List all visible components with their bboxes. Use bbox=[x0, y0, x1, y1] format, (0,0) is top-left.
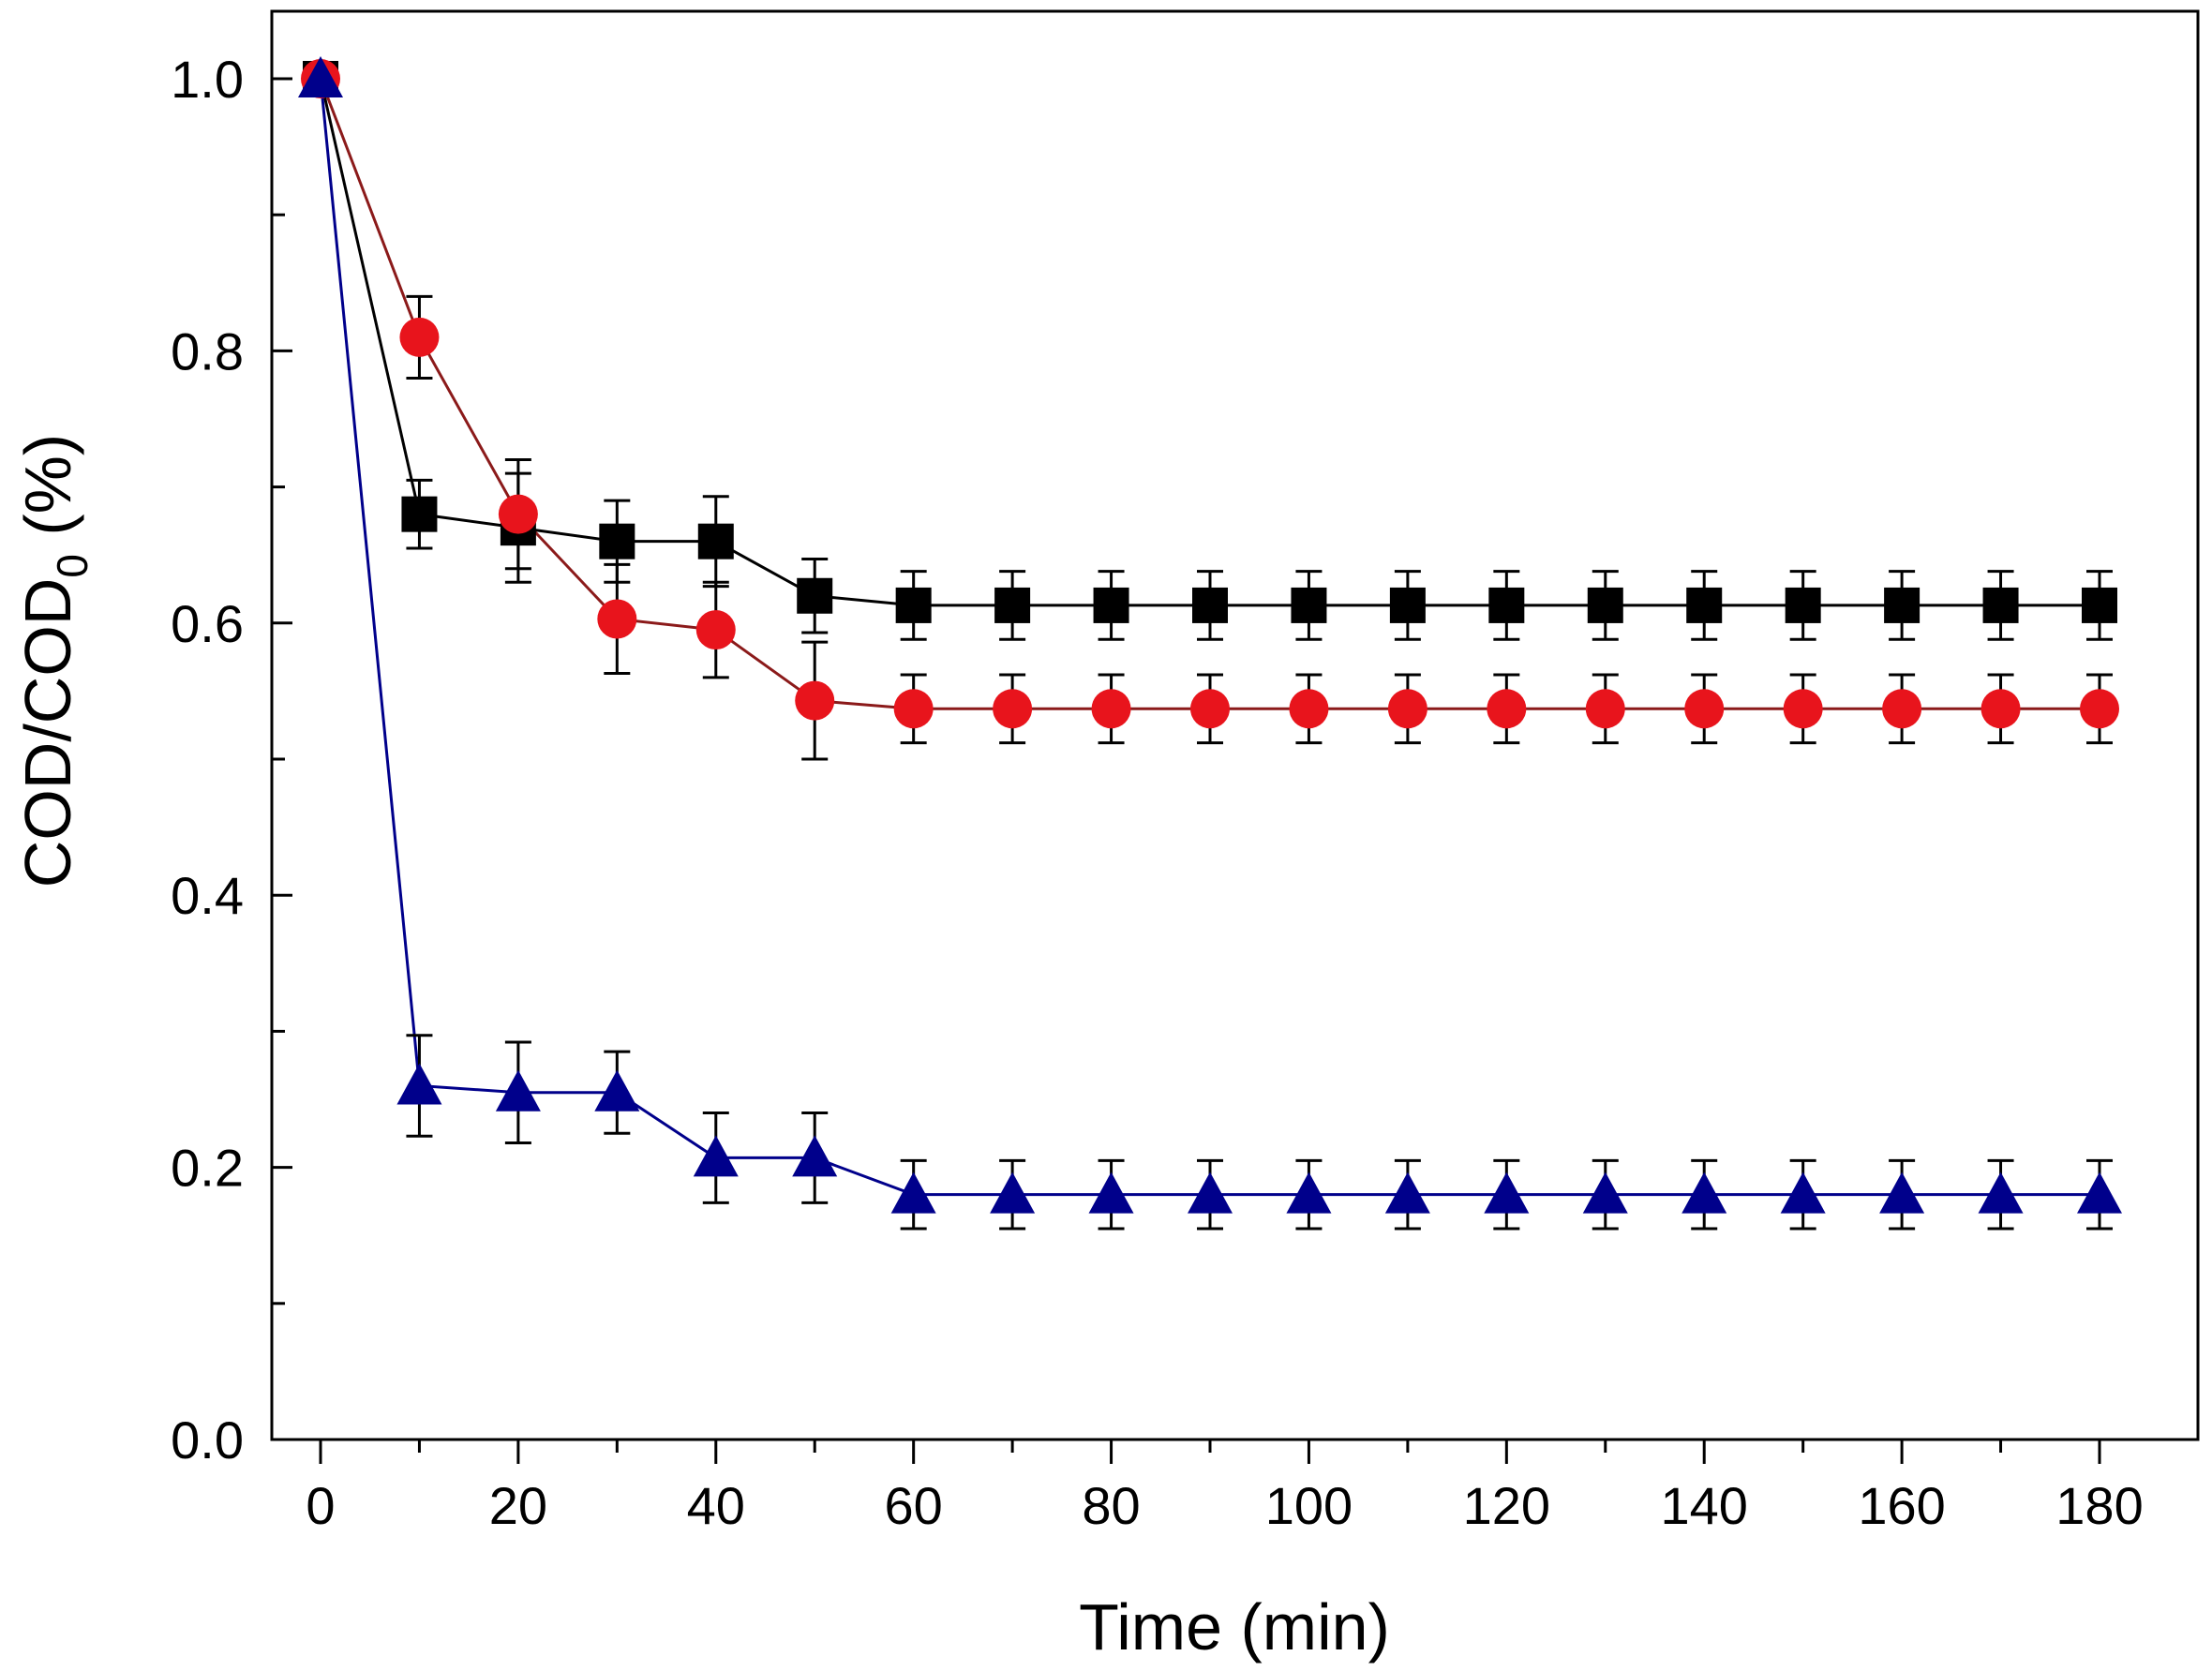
data-point-square bbox=[797, 577, 833, 614]
x-tick-label: 100 bbox=[1265, 1476, 1353, 1535]
data-point-triangle bbox=[2077, 1171, 2122, 1214]
data-point-square bbox=[895, 587, 932, 623]
data-point-circle bbox=[1387, 689, 1427, 729]
data-point-circle bbox=[2080, 689, 2119, 729]
x-tick-label: 0 bbox=[306, 1476, 335, 1535]
data-point-circle bbox=[1980, 689, 2021, 729]
x-tick-label: 120 bbox=[1463, 1476, 1550, 1535]
data-point-triangle bbox=[1384, 1171, 1430, 1214]
x-tick-label: 160 bbox=[1858, 1476, 1945, 1535]
data-point-triangle bbox=[890, 1171, 936, 1214]
data-markers bbox=[298, 56, 2122, 1214]
x-tick-label: 20 bbox=[489, 1476, 547, 1535]
error-bars bbox=[406, 294, 2113, 1231]
data-point-square bbox=[599, 523, 635, 559]
x-tick-label: 80 bbox=[1082, 1476, 1140, 1535]
data-point-circle bbox=[597, 599, 637, 639]
y-tick-label: 0.8 bbox=[171, 321, 244, 380]
x-tick-label: 60 bbox=[885, 1476, 943, 1535]
data-point-circle bbox=[498, 494, 538, 534]
data-point-square bbox=[1686, 587, 1723, 623]
data-point-circle bbox=[1783, 689, 1823, 729]
data-point-square bbox=[1488, 587, 1525, 623]
data-point-circle bbox=[1487, 689, 1527, 729]
x-tick-label: 140 bbox=[1661, 1476, 1748, 1535]
data-point-square bbox=[401, 496, 438, 532]
data-point-triangle bbox=[1286, 1171, 1332, 1214]
data-point-circle bbox=[795, 680, 835, 721]
y-axis-title-main: COD/COD bbox=[11, 578, 84, 888]
data-point-square bbox=[1389, 587, 1426, 623]
data-point-square bbox=[2082, 587, 2117, 623]
data-point-triangle bbox=[1188, 1171, 1233, 1214]
y-tick-label: 0.2 bbox=[171, 1139, 244, 1198]
y-tick-label: 0.6 bbox=[171, 594, 244, 653]
data-point-circle bbox=[1882, 689, 1922, 729]
y-axis-title: COD/COD0 (%) bbox=[11, 434, 97, 888]
y-axis-title-suffix: (%) bbox=[11, 434, 84, 554]
data-point-square bbox=[1192, 587, 1228, 623]
data-point-circle bbox=[1585, 689, 1625, 729]
data-point-square bbox=[1884, 587, 1921, 623]
data-point-triangle bbox=[1780, 1171, 1826, 1214]
data-point-square bbox=[697, 523, 734, 559]
data-point-square bbox=[994, 587, 1031, 623]
data-point-circle bbox=[893, 689, 934, 729]
x-tick-label: 40 bbox=[687, 1476, 745, 1535]
data-point-triangle bbox=[1879, 1171, 1925, 1214]
data-point-square bbox=[1982, 587, 2019, 623]
data-point-circle bbox=[399, 317, 440, 357]
data-point-circle bbox=[1289, 689, 1329, 729]
data-point-circle bbox=[1684, 689, 1725, 729]
data-point-triangle bbox=[990, 1171, 1036, 1214]
data-point-circle bbox=[1190, 689, 1230, 729]
data-point-square bbox=[1093, 587, 1129, 623]
data-point-triangle bbox=[693, 1135, 739, 1177]
data-point-triangle bbox=[298, 56, 343, 97]
plot-frame bbox=[270, 9, 2200, 1441]
data-point-triangle bbox=[1088, 1171, 1134, 1214]
data-point-triangle bbox=[396, 1063, 442, 1105]
data-point-triangle bbox=[495, 1069, 541, 1112]
data-point-circle bbox=[695, 610, 736, 650]
data-point-triangle bbox=[1484, 1171, 1530, 1214]
y-tick-label: 0.0 bbox=[171, 1410, 244, 1470]
y-axis-title-subscript: 0 bbox=[48, 554, 97, 578]
data-point-circle bbox=[1091, 689, 1131, 729]
data-point-triangle bbox=[594, 1069, 640, 1112]
data-point-triangle bbox=[792, 1135, 838, 1177]
data-point-square bbox=[1785, 587, 1821, 623]
y-tick-label: 1.0 bbox=[171, 50, 244, 109]
data-point-square bbox=[1291, 587, 1327, 623]
x-axis-title: Time (min) bbox=[1079, 1590, 1390, 1664]
axes: 0.0 0.2 0.4 0.6 0.8 1.0 0 20 40 60 80 100 120 140 160 1… bbox=[171, 9, 2200, 1535]
data-point-triangle bbox=[1681, 1171, 1727, 1214]
series-line-square bbox=[319, 78, 2100, 607]
axis-labels: Time (min) COD/COD0 (%) bbox=[11, 434, 1390, 1664]
data-point-square bbox=[1587, 587, 1623, 623]
y-tick-label: 0.4 bbox=[171, 866, 244, 925]
data-point-circle bbox=[993, 689, 1033, 729]
data-point-triangle bbox=[1582, 1171, 1628, 1214]
data-point-triangle bbox=[1978, 1171, 2024, 1214]
x-tick-label: 180 bbox=[2055, 1476, 2143, 1535]
